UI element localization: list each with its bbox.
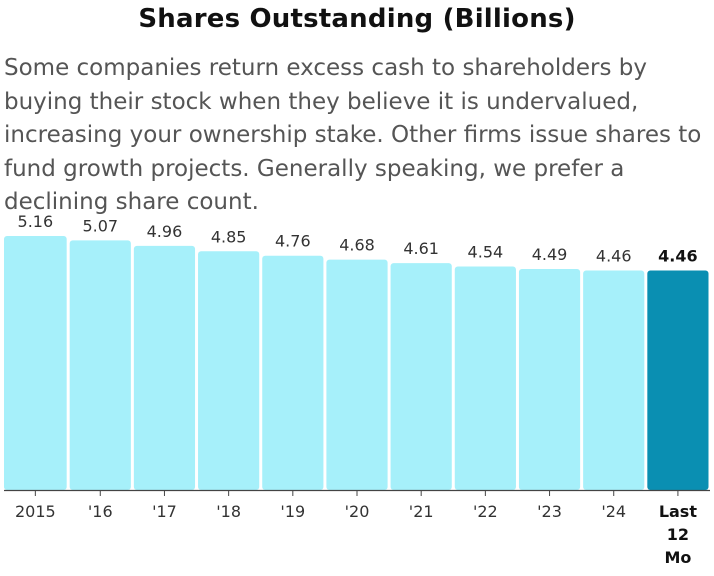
chart-description: Some companies return excess cash to sha…	[4, 55, 702, 215]
bar-value-label: 4.96	[147, 222, 183, 241]
bar[interactable]	[326, 259, 388, 490]
bar-value-label: 4.68	[339, 236, 375, 255]
x-tick-label: '24	[601, 502, 626, 521]
x-tick-label: '23	[537, 502, 562, 521]
value-labels-layer: 5.16 5.07 4.96 4.85 4.76 4.68 4.61 4.54 4.49 4.46…	[18, 212, 698, 265]
x-tick-label: '16	[88, 502, 113, 521]
bar-value-label: 4.54	[468, 243, 504, 262]
ticks-layer	[34, 490, 679, 496]
bar[interactable]	[583, 270, 645, 490]
x-tick-label: '20	[345, 502, 370, 521]
bar-value-label: 4.46	[658, 246, 697, 265]
bar-value-label: 4.49	[532, 245, 568, 264]
x-tick-label: '19	[280, 502, 305, 521]
bar-value-label: 5.07	[82, 216, 118, 235]
bars-layer	[4, 236, 709, 490]
bar[interactable]	[262, 255, 324, 490]
bar[interactable]	[69, 240, 131, 490]
bar-highlight[interactable]	[647, 270, 709, 490]
bar[interactable]	[4, 236, 67, 490]
x-tick-label: '17	[152, 502, 177, 521]
bar[interactable]	[133, 245, 196, 490]
bar-value-label: 5.16	[18, 212, 54, 231]
x-tick-label: Last 12 Mo	[659, 502, 698, 567]
bar-value-label: 4.61	[403, 239, 439, 258]
chart-title: Shares Outstanding (Billions)	[138, 4, 576, 34]
bar[interactable]	[198, 251, 260, 490]
bar[interactable]	[518, 268, 581, 490]
x-tick-label: '22	[473, 502, 498, 521]
bar[interactable]	[454, 266, 516, 490]
x-tick-label: '21	[409, 502, 434, 521]
x-tick-label: 2015	[15, 502, 56, 521]
x-tick-label: '18	[216, 502, 241, 521]
bar-value-label: 4.76	[275, 232, 311, 251]
bar[interactable]	[390, 263, 452, 490]
tick-labels-layer: 2015 '16 '17 '18 '19 '20 '21 '22 '23 '24 Last 12 Mo	[15, 502, 697, 567]
bar-value-label: 4.85	[211, 227, 247, 246]
bar-value-label: 4.46	[596, 246, 632, 265]
